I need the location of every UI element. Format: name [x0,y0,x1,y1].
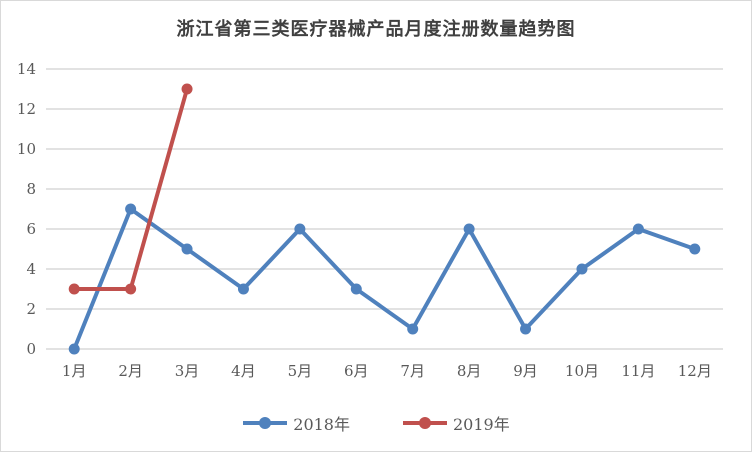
legend-marker-2019-icon [403,417,447,429]
svg-text:11月: 11月 [621,362,655,380]
svg-text:5月: 5月 [288,362,313,380]
svg-text:8月: 8月 [457,362,482,380]
svg-text:2月: 2月 [118,362,143,380]
svg-text:4月: 4月 [231,362,256,380]
svg-text:1月: 1月 [62,362,87,380]
svg-text:3月: 3月 [175,362,200,380]
svg-text:7月: 7月 [400,362,425,380]
svg-text:4: 4 [26,260,36,278]
svg-text:10月: 10月 [565,362,599,380]
legend-marker-2018-icon [243,417,288,429]
svg-text:9月: 9月 [513,362,538,380]
svg-text:10: 10 [17,140,36,158]
svg-text:12月: 12月 [678,362,712,380]
svg-text:8: 8 [26,180,36,198]
legend-label-2019: 2019年 [453,415,510,434]
svg-text:14: 14 [17,60,36,78]
chart-legend: 2018年 2019年 [1,411,751,435]
legend-label-2018: 2018年 [293,415,350,434]
legend-item-2018: 2018年 [242,411,350,435]
chart-title: 浙江省第三类医疗器械产品月度注册数量趋势图 [176,19,576,40]
svg-text:12: 12 [17,100,36,118]
svg-text:6: 6 [26,220,36,238]
svg-text:0: 0 [26,340,36,358]
svg-text:2: 2 [26,300,36,318]
svg-text:6月: 6月 [344,362,369,380]
legend-item-2019: 2019年 [402,411,510,435]
